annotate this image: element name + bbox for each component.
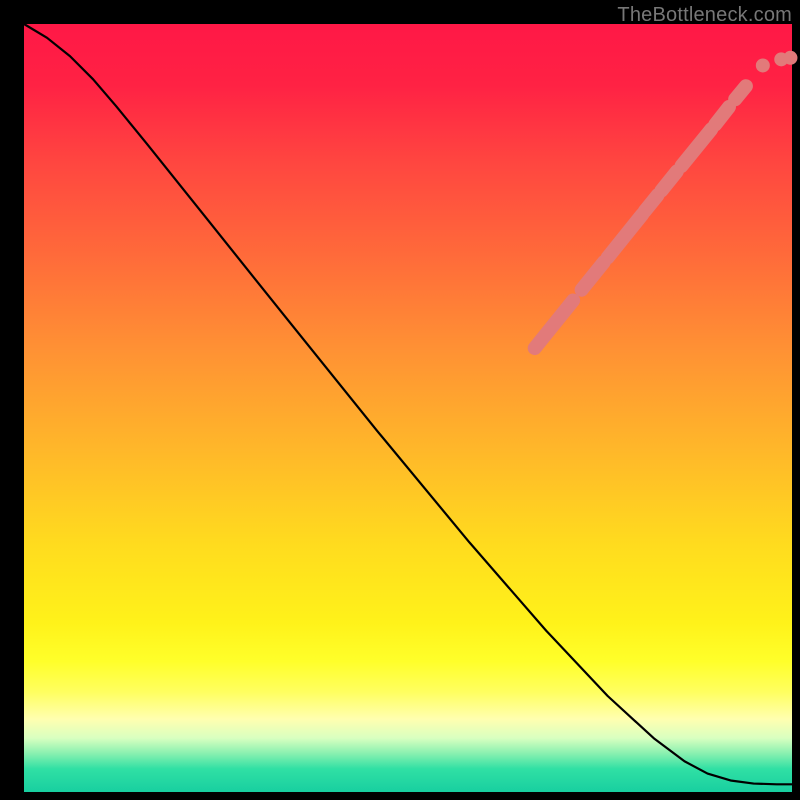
bottleneck-curve [24,24,792,784]
chart-stage: TheBottleneck.com [0,0,800,800]
attribution-label: TheBottleneck.com [617,4,792,27]
chart-overlay [0,0,800,800]
highlight-markers [535,51,798,348]
